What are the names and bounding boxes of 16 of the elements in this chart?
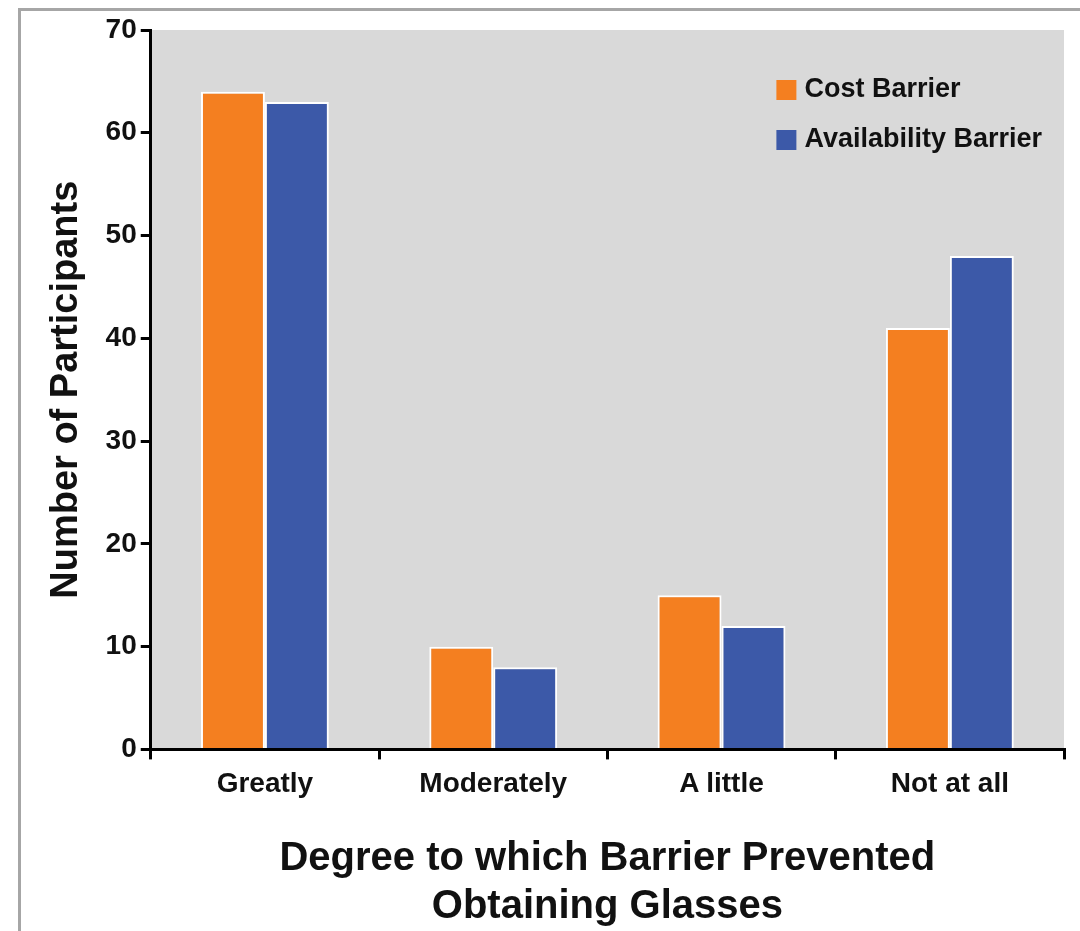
y-tick-label: 20: [105, 526, 137, 558]
legend-label: Cost Barrier: [804, 73, 961, 104]
x-tick-label: Greatly: [216, 766, 314, 798]
y-tick-label: 70: [105, 12, 137, 44]
x-axis-title: Degree to which Barrier Prevented Obtaining Glasses: [279, 834, 936, 927]
y-tick-label: 10: [105, 629, 137, 661]
y-tick-label: 50: [105, 218, 137, 250]
x-tick-label: A little: [679, 766, 764, 798]
x-tick-label: Moderately: [419, 766, 568, 798]
legend-label: Availability Barrier: [804, 123, 1043, 154]
y-axis-title: Number of Participants: [43, 180, 86, 599]
x-tick-label: Not at all: [890, 766, 1009, 798]
y-tick-label: 40: [105, 321, 137, 353]
y-tick-label: 30: [105, 423, 137, 455]
y-tick-label: 60: [105, 115, 137, 147]
y-tick-label: 0: [121, 732, 137, 764]
